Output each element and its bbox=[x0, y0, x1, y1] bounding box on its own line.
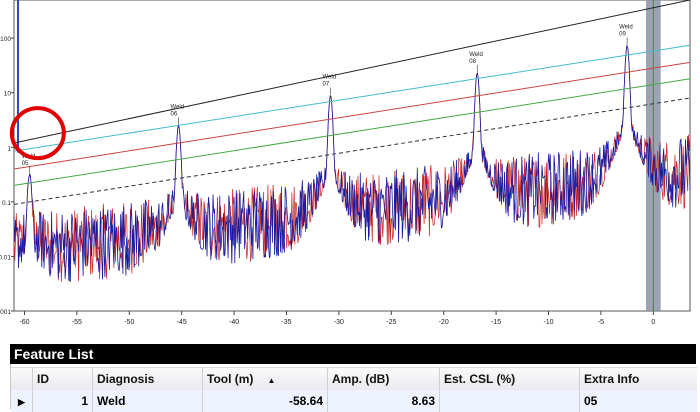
cell-extra-info[interactable]: 05 bbox=[584, 394, 598, 408]
x-tick-label: -50 bbox=[124, 319, 134, 326]
y-tick-label: 0.001 bbox=[0, 309, 11, 316]
signal-series-blue bbox=[13, 44, 691, 283]
feature-list-title: Feature List bbox=[10, 344, 696, 364]
peak-label-line1: Weld bbox=[323, 75, 337, 81]
threshold-line-5 bbox=[13, 97, 691, 205]
x-tick-label: -25 bbox=[386, 319, 396, 326]
threshold-line-1 bbox=[13, 0, 691, 144]
peak-label-line2: 06 bbox=[171, 112, 178, 118]
column-header-amp[interactable]: Amp. (dB) bbox=[328, 368, 440, 390]
row-pointer-icon: ▶ bbox=[11, 390, 33, 412]
threshold-line-4 bbox=[13, 78, 691, 186]
x-tick-label: -15 bbox=[491, 319, 501, 326]
y-tick-label: 0.01 bbox=[0, 254, 11, 261]
peak-label-line1: Weld bbox=[469, 52, 483, 58]
x-tick-label: -40 bbox=[229, 319, 239, 326]
cell-tool[interactable]: -58.64 bbox=[203, 390, 328, 412]
table-header-row: ID Diagnosis Tool (m) ▲ Amp. (dB) Est. CS… bbox=[11, 367, 697, 391]
y-tick-label: 1 bbox=[7, 145, 11, 152]
column-header-csl[interactable]: Est. CSL (%) bbox=[440, 368, 580, 390]
x-tick-label: -35 bbox=[281, 319, 291, 326]
column-header-tool[interactable]: Tool (m) ▲ bbox=[203, 368, 328, 390]
y-tick-label: 10 bbox=[4, 91, 12, 98]
x-tick-label: -10 bbox=[543, 319, 553, 326]
peak-label-line2: 05 bbox=[22, 161, 29, 167]
x-tick-label: -20 bbox=[439, 319, 449, 326]
peak-label-line1: Weld bbox=[619, 25, 633, 31]
threshold-line-3 bbox=[13, 61, 691, 170]
feature-list-table[interactable]: ID Diagnosis Tool (m) ▲ Amp. (dB) Est. CS… bbox=[10, 364, 697, 412]
y-tick-label: 0.1 bbox=[2, 200, 11, 207]
cell-diagnosis[interactable]: Weld bbox=[93, 390, 203, 412]
cell-csl[interactable] bbox=[440, 390, 580, 412]
peak-label-line2: 08 bbox=[469, 59, 476, 65]
cell-id[interactable]: 1 bbox=[33, 390, 93, 412]
peak-label-line1: Weld bbox=[171, 105, 185, 111]
column-header-tool-label: Tool (m) bbox=[207, 372, 254, 386]
table-row[interactable]: ▶ 1 Weld -58.64 8.63 05 bbox=[11, 390, 697, 412]
sort-ascending-icon: ▲ bbox=[267, 376, 276, 385]
x-tick-label: -5 bbox=[598, 319, 604, 326]
row-selector-header bbox=[11, 368, 33, 390]
x-tick-label: -60 bbox=[19, 319, 29, 326]
threshold-line-2 bbox=[13, 44, 691, 152]
row-pointer-glyph: ▶ bbox=[18, 397, 25, 407]
plot-canvas: -60 -55 -50 -45 -40 -35 -30 -25 -20 -15 -10 -5 01001… bbox=[0, 0, 691, 326]
x-tick-label: -55 bbox=[72, 319, 82, 326]
highlight-circle bbox=[9, 106, 66, 161]
column-header-id[interactable]: ID bbox=[33, 368, 93, 390]
column-header-extra-info[interactable]: Extra Info bbox=[584, 372, 640, 386]
y-tick-label: 100 bbox=[0, 36, 11, 43]
plot-area bbox=[13, 0, 691, 312]
column-header-diagnosis[interactable]: Diagnosis bbox=[93, 368, 203, 390]
peak-label-line2: 09 bbox=[619, 32, 626, 38]
cell-amp[interactable]: 8.63 bbox=[328, 390, 440, 412]
x-tick-label: -30 bbox=[334, 319, 344, 326]
x-tick-label: -45 bbox=[177, 319, 187, 326]
spectrum-plot[interactable]: -60 -55 -50 -45 -40 -35 -30 -25 -20 -15 -10 -5 0 100 1… bbox=[0, 0, 700, 328]
peak-label-line2: 07 bbox=[323, 82, 330, 88]
x-tick-label: 0 bbox=[651, 319, 655, 326]
